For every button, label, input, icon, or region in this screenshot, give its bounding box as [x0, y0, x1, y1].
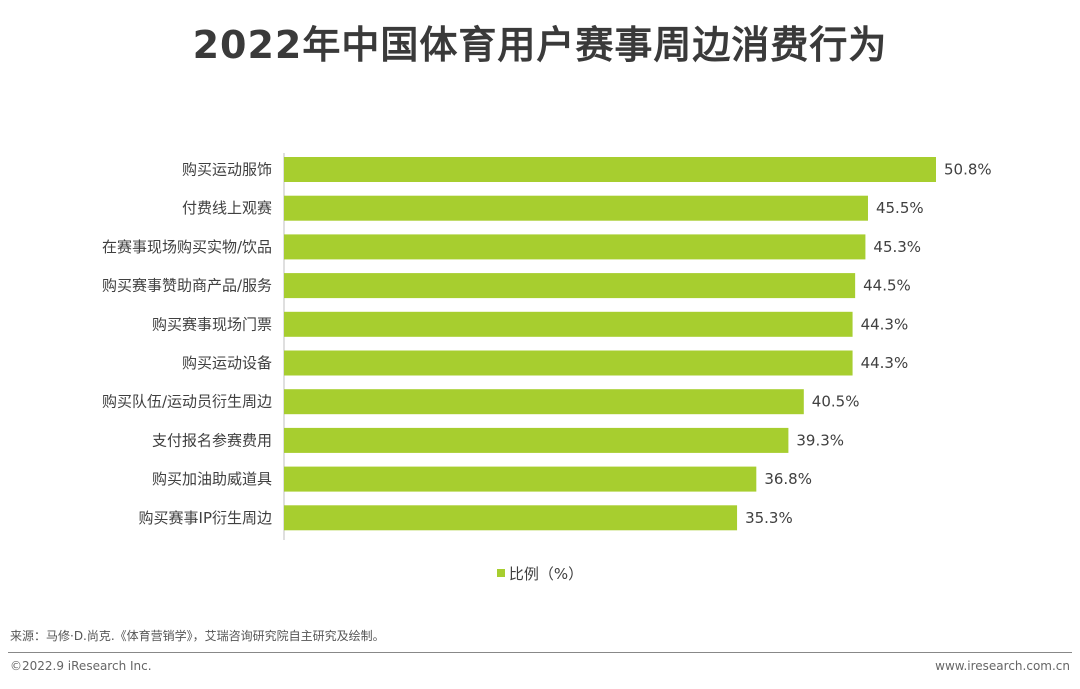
category-label: 购买队伍/运动员衍生周边: [102, 393, 272, 411]
bar-chart: 购买运动服饰 50.8% 付费线上观赛 45.5% 在赛事现场购买实物/饮品 45.3% 购…: [102, 153, 992, 540]
value-label: 44.3%: [861, 315, 909, 333]
bar: [284, 273, 856, 299]
bar: [284, 350, 853, 376]
website-link[interactable]: www.iresearch.com.cn: [935, 659, 1070, 673]
bar: [284, 466, 757, 492]
copyright: ©2022.9 iResearch Inc.: [10, 659, 152, 673]
bar: [284, 195, 868, 221]
category-label: 在赛事现场购买实物/饮品: [102, 238, 272, 256]
footer-divider: [8, 652, 1072, 653]
bar: [284, 234, 866, 260]
value-label: 36.8%: [764, 470, 812, 488]
source-note: 来源：马修·D.尚克.《体育营销学》，艾瑞咨询研究院自主研究及绘制。: [10, 629, 385, 643]
category-label: 购买赛事IP衍生周边: [139, 509, 272, 527]
legend-label: 比例（%）: [508, 565, 584, 583]
legend-swatch: [496, 568, 505, 577]
value-label: 45.3%: [873, 238, 921, 256]
value-label: 44.3%: [861, 354, 909, 372]
bar: [284, 311, 853, 337]
category-label: 购买赛事赞助商产品/服务: [102, 277, 272, 295]
value-label: 40.5%: [812, 393, 860, 411]
value-label: 39.3%: [796, 431, 844, 449]
category-label: 购买赛事现场门票: [152, 315, 272, 333]
value-label: 35.3%: [745, 509, 793, 527]
chart-legend: 比例（%）: [0, 563, 1080, 584]
category-label: 付费线上观赛: [182, 199, 272, 217]
bar: [284, 427, 789, 453]
bar: [284, 505, 738, 531]
bars-group: 购买运动服饰 50.8% 付费线上观赛 45.5% 在赛事现场购买实物/饮品 45.3% 购…: [102, 153, 992, 540]
value-label: 44.5%: [863, 277, 911, 295]
value-label: 50.8%: [944, 161, 992, 179]
category-label: 购买运动服饰: [182, 161, 272, 179]
value-label: 45.5%: [876, 199, 924, 217]
bar: [284, 389, 804, 415]
category-label: 购买运动设备: [182, 354, 272, 372]
category-label: 支付报名参赛费用: [152, 431, 272, 449]
chart-title: 2022年中国体育用户赛事周边消费行为: [192, 23, 888, 67]
bar: [284, 157, 936, 182]
category-label: 购买加油助威道具: [152, 470, 272, 488]
